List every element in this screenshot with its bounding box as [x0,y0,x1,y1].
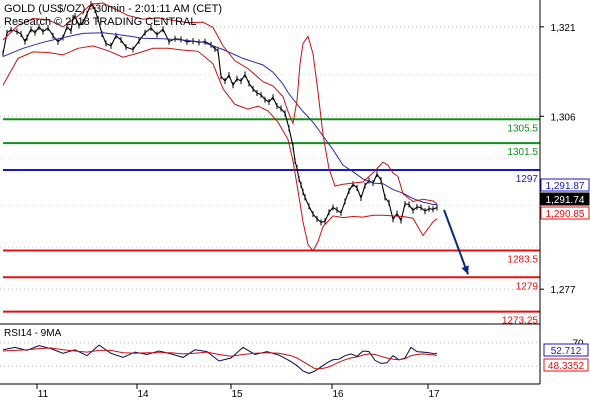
forecast-arrow [443,209,469,275]
rsi-tag-red [543,358,589,372]
price-tag-red [540,206,590,220]
chart-title: GOLD (US$/OZ) - 30min - 2:01:11 AM (CET) [4,3,223,15]
price-axis-label: 1,321 [550,23,575,34]
price-axis-label: 1,306 [550,112,575,123]
price-tag-dark [540,192,590,206]
rsi-tag-label-blue: 52.712 [551,346,582,357]
price-tag-label-blue: 1,291.87 [546,181,585,192]
time-axis-label: 11 [38,389,49,400]
rsi-series-rsi_ma [2,347,438,370]
level-label-support: 1283.5 [507,254,538,265]
research-credit: Research © 2018 TRADING CENTRAL [4,16,197,28]
price-panel: 1305.5 1301.5 1297 1283.5 1279 1273.25 [2,1,540,327]
series-band_lower [2,45,438,252]
series-moving_average [2,32,437,205]
price-axis-label: 1,277 [550,285,575,296]
level-label-resistance: 1301.5 [507,147,538,158]
time-axis-label: 17 [428,389,440,400]
price-tag-blue [540,178,590,192]
rsi-title: RSI14 - 9MA [4,328,62,339]
level-label-pivot: 1297 [516,174,539,185]
price-tag-label-dark: 1,291.74 [546,195,585,206]
rsi-tag-blue [543,343,589,357]
price-tag-label-red: 1,290.85 [546,209,585,220]
level-label-support: 1273.25 [502,316,539,327]
level-label-support: 1279 [516,281,539,292]
rsi-tag-label-red: 48.3352 [548,361,585,372]
rsi-series-rsi [2,344,438,374]
series-band_upper [2,2,438,205]
series-price [2,3,438,224]
level-label-resistance: 1305.5 [507,123,538,134]
time-axis-label: 14 [137,389,149,400]
forecast-arrowhead [461,265,469,275]
time-axis-label: 16 [332,389,344,400]
time-axis-label: 15 [231,389,243,400]
